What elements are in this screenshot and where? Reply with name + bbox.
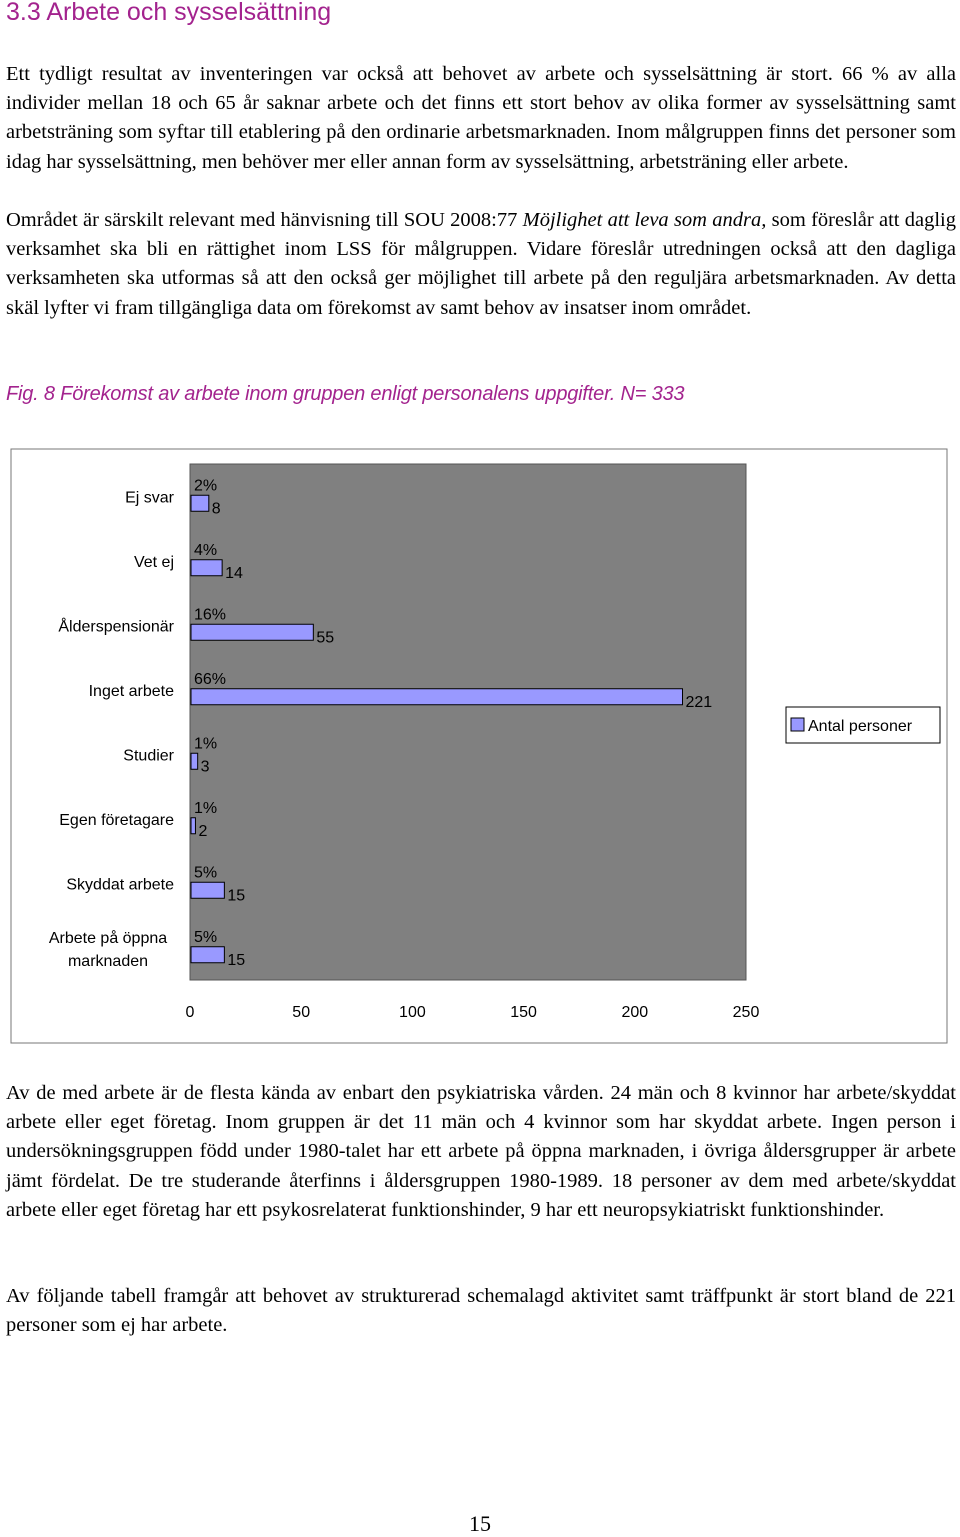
category-label: Egen företagare	[59, 812, 174, 829]
paragraph-sou-text-end: som föreslår att daglig verksamhet ska b…	[6, 209, 956, 319]
legend-swatch	[790, 717, 805, 732]
bar	[190, 817, 196, 835]
x-tick-label: 100	[399, 1004, 426, 1021]
percent-label: 5%	[194, 864, 217, 881]
value-label: 55	[316, 629, 334, 646]
legend-label: Antal personer	[808, 718, 913, 735]
value-label: 15	[227, 952, 245, 969]
percent-label: 16%	[194, 606, 226, 623]
paragraph-intro: Ett tydligt resultat av inventeringen va…	[6, 63, 956, 173]
x-tick-label: 50	[292, 1004, 310, 1021]
bar	[190, 494, 210, 512]
value-label: 8	[212, 500, 221, 517]
value-label: 14	[225, 565, 243, 582]
percent-label: 4%	[194, 542, 217, 559]
value-label: 3	[201, 758, 210, 775]
value-label: 15	[227, 887, 245, 904]
x-tick-label: 150	[510, 1004, 537, 1021]
category-label: Ej svar	[125, 489, 175, 506]
value-label: 2	[198, 823, 207, 840]
category-label: Studier	[123, 747, 174, 764]
page-number: 15	[469, 1511, 491, 1536]
paragraph-sou: Området är särskilt relevant med hänvisn…	[6, 206, 956, 323]
category-label: Skyddat arbete	[66, 876, 174, 893]
bar	[190, 752, 199, 770]
percent-label: 1%	[194, 735, 217, 752]
x-tick-label: 0	[186, 1004, 195, 1021]
percent-label: 66%	[194, 671, 226, 688]
bar	[190, 946, 225, 964]
bar	[190, 881, 225, 899]
category-label: Inget arbete	[89, 683, 175, 700]
figure-8-bar-chart: Ej svar 2% 8 Vet ej 4% 14 Ålderspensionär 16% 55…	[10, 448, 948, 1044]
figure-caption: Fig. 8 Förekomst av arbete inom gruppen …	[6, 383, 685, 405]
category-label: Vet ej	[134, 554, 174, 571]
bar	[190, 559, 223, 577]
percent-label: 2%	[194, 477, 217, 494]
percent-label: 1%	[194, 800, 217, 817]
x-tick-label: 200	[621, 1004, 648, 1021]
legend-box	[785, 706, 941, 744]
category-label: Arbete på öppna marknaden	[49, 929, 167, 970]
bar	[190, 623, 314, 641]
x-tick-label: 250	[733, 1004, 760, 1021]
section-heading: 3.3 Arbete och sysselsättning	[6, 0, 332, 26]
value-label: 221	[686, 694, 713, 711]
category-label: Ålderspensionär	[58, 616, 174, 635]
plot-area	[189, 463, 747, 981]
sou-title: Möjlighet att leva som andra,	[522, 209, 767, 231]
paragraph-sou-text-start: Området är särskilt relevant med hänvisn…	[6, 209, 523, 231]
paragraph-needs: Av följande tabell framgår att behovet a…	[6, 1285, 956, 1337]
percent-label: 5%	[194, 929, 217, 946]
bar	[190, 688, 684, 706]
paragraph-findings: Av de med arbete är de flesta kända av e…	[6, 1082, 956, 1221]
